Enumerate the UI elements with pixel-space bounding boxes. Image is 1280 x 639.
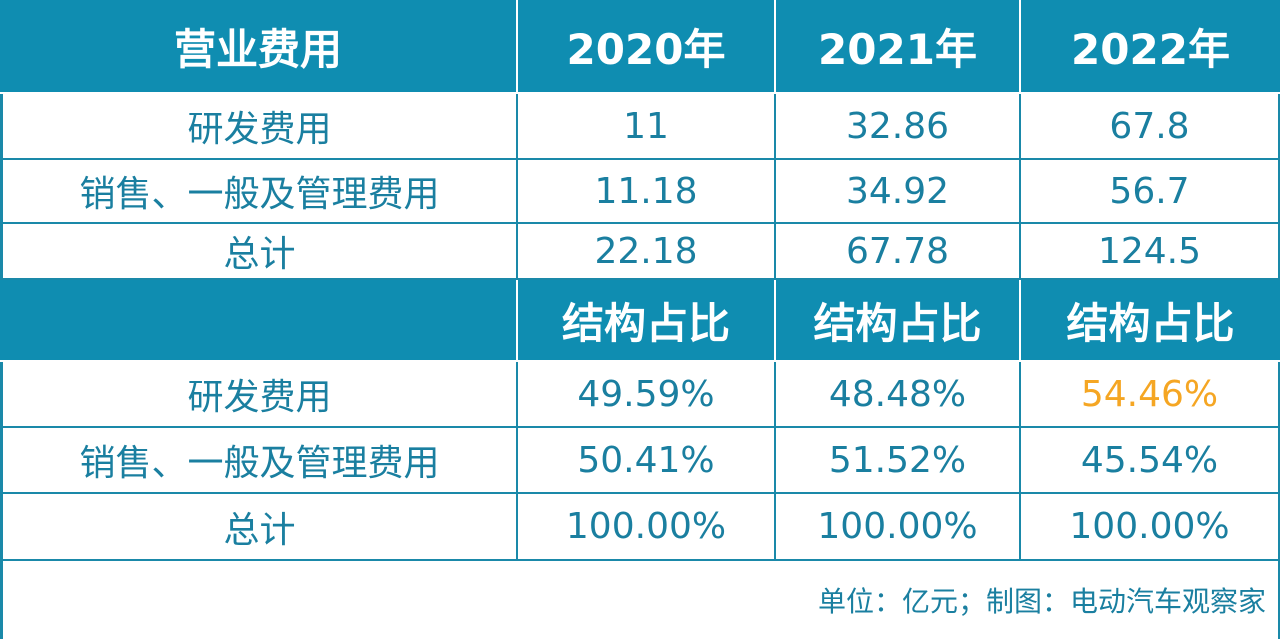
header-blank (0, 280, 518, 362)
row-label: 研发费用 (0, 362, 518, 428)
header-year-2021: 2021年 (776, 0, 1021, 94)
value-cell: 11 (518, 94, 776, 160)
value-cell: 22.18 (518, 224, 776, 280)
header-year-2020: 2020年 (518, 0, 776, 94)
value-cell: 11.18 (518, 160, 776, 224)
value-cell: 67.8 (1021, 94, 1280, 160)
row-label: 总计 (0, 494, 518, 561)
share-cell: 50.41% (518, 428, 776, 494)
share-cell: 100.00% (1021, 494, 1280, 561)
value-cell: 34.92 (776, 160, 1021, 224)
header-year-2022: 2022年 (1021, 0, 1280, 94)
header-label: 营业费用 (0, 0, 518, 94)
value-cell: 67.78 (776, 224, 1021, 280)
share-cell-highlight: 54.46% (1021, 362, 1280, 428)
row-label: 总计 (0, 224, 518, 280)
share-cell: 51.52% (776, 428, 1021, 494)
value-cell: 56.7 (1021, 160, 1280, 224)
row-label: 销售、一般及管理费用 (0, 428, 518, 494)
header-share-2022: 结构占比 (1021, 280, 1280, 362)
share-cell: 45.54% (1021, 428, 1280, 494)
header-share-2021: 结构占比 (776, 280, 1021, 362)
value-cell: 32.86 (776, 94, 1021, 160)
row-label: 研发费用 (0, 94, 518, 160)
source-note: 单位：亿元；制图：电动汽车观察家 (0, 561, 1280, 639)
value-cell: 124.5 (1021, 224, 1280, 280)
header-share-2020: 结构占比 (518, 280, 776, 362)
share-cell: 49.59% (518, 362, 776, 428)
share-cell: 100.00% (518, 494, 776, 561)
share-cell: 48.48% (776, 362, 1021, 428)
share-cell: 100.00% (776, 494, 1021, 561)
row-label: 销售、一般及管理费用 (0, 160, 518, 224)
